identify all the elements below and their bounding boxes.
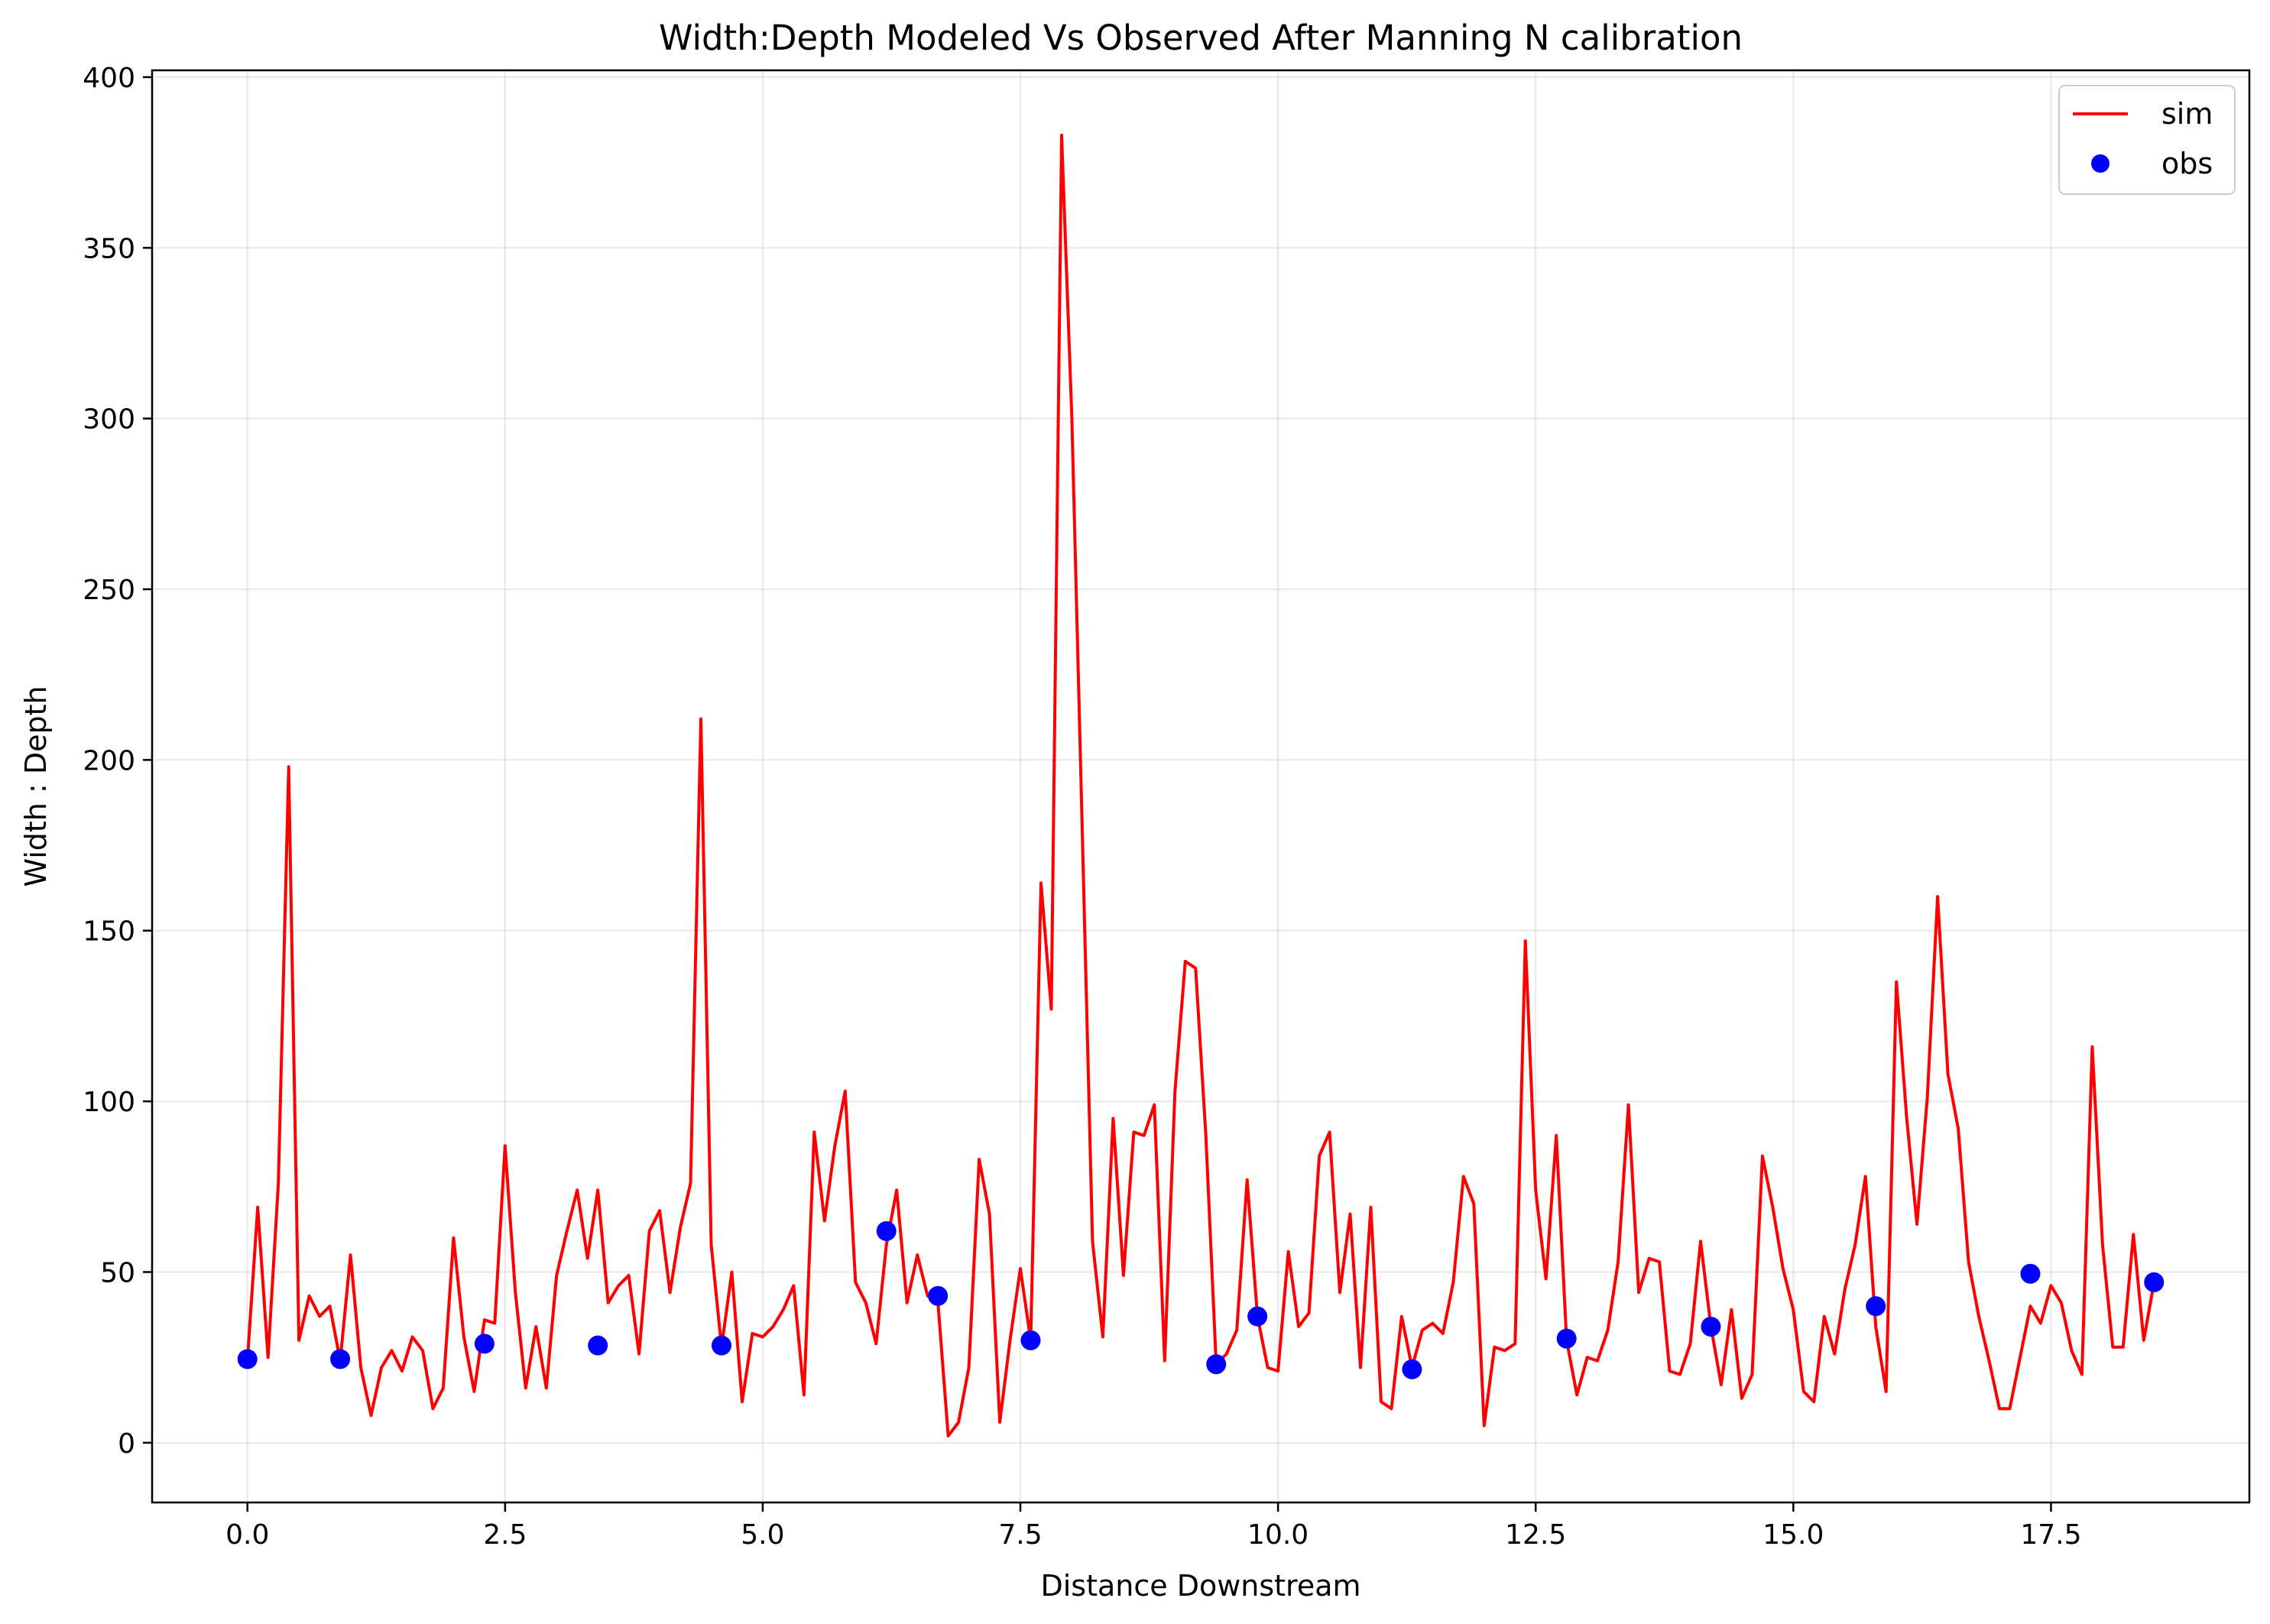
obs-point [237, 1349, 258, 1370]
legend-obs-label: obs [2161, 147, 2213, 180]
x-axis: 0.0 2.5 5.0 7.5 10.0 12.5 15.0 17.5 [225, 1502, 2082, 1551]
x-tick-label: 5.0 [741, 1519, 784, 1551]
obs-point [1402, 1359, 1422, 1379]
x-tick-label: 0.0 [225, 1519, 269, 1551]
legend-obs-swatch [2091, 154, 2109, 173]
grid [152, 70, 2249, 1502]
obs-point [474, 1334, 495, 1354]
obs-point [1020, 1330, 1041, 1350]
plot-frame [151, 69, 2251, 1504]
y-tick-label: 100 [83, 1087, 135, 1118]
chart-title: Width:Depth Modeled Vs Observed After Ma… [659, 18, 1743, 58]
obs-point [876, 1220, 897, 1241]
sim-line [245, 133, 2156, 1438]
x-tick-label: 7.5 [998, 1519, 1042, 1551]
legend: sim obs [2058, 85, 2236, 195]
obs-point [1866, 1296, 1886, 1317]
y-tick-label: 150 [83, 916, 135, 948]
y-tick-label: 250 [83, 575, 135, 606]
y-tick-label: 300 [83, 404, 135, 436]
y-tick-label: 0 [118, 1428, 135, 1460]
y-tick-label: 50 [100, 1257, 135, 1289]
x-tick-label: 17.5 [2020, 1519, 2081, 1551]
y-tick-label: 400 [83, 63, 135, 94]
y-tick-label: 200 [83, 745, 135, 776]
y-tick-label: 350 [83, 233, 135, 264]
y-axis: 0 50 100 150 200 250 300 350 400 [83, 63, 152, 1460]
x-axis-label: Distance Downstream [1040, 1569, 1360, 1603]
obs-point [1556, 1328, 1577, 1349]
obs-point [2144, 1272, 2165, 1292]
obs-point [330, 1349, 351, 1370]
x-tick-label: 10.0 [1247, 1519, 1308, 1551]
obs-point [588, 1335, 608, 1356]
x-tick-label: 15.0 [1762, 1519, 1824, 1551]
x-tick-label: 12.5 [1505, 1519, 1566, 1551]
obs-point [1701, 1316, 1721, 1337]
obs-point [1206, 1354, 1227, 1375]
obs-point [1247, 1306, 1268, 1327]
x-tick-label: 2.5 [483, 1519, 527, 1551]
sim-series [245, 133, 2156, 1438]
obs-point [711, 1335, 731, 1356]
obs-series [237, 1220, 2165, 1379]
obs-point [928, 1285, 949, 1306]
y-axis-label: Width : Depth [19, 686, 53, 887]
legend-sim-label: sim [2161, 97, 2213, 131]
obs-point [2020, 1263, 2041, 1284]
